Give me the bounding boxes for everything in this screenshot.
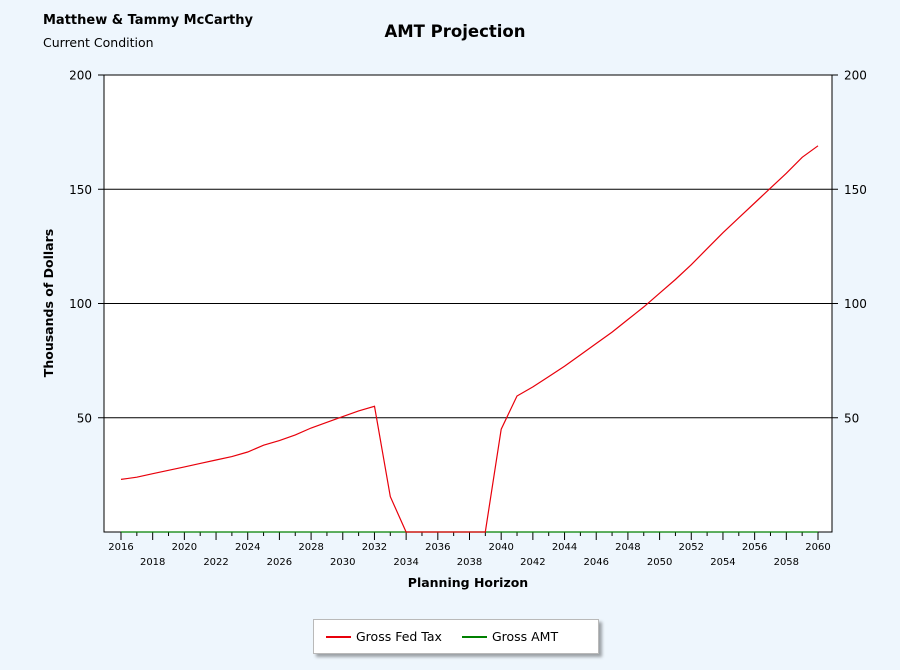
x-tick-label: 2058 xyxy=(774,557,799,568)
condition-label: Current Condition xyxy=(43,35,154,50)
x-tick-label: 2018 xyxy=(140,557,165,568)
legend-swatch-gross-fed-tax xyxy=(326,635,351,638)
x-tick-label: 2034 xyxy=(393,557,418,568)
x-tick-label: 2022 xyxy=(203,557,228,568)
y-tick-label: 150 xyxy=(69,183,92,197)
x-tick-label: 2020 xyxy=(172,542,197,553)
y-tick-label-right: 50 xyxy=(844,411,859,425)
y-tick-label-right: 150 xyxy=(844,183,867,197)
x-tick-label: 2028 xyxy=(298,542,323,553)
x-tick-label: 2024 xyxy=(235,542,260,553)
x-tick-label: 2036 xyxy=(425,542,450,553)
legend-item-gross-fed-tax: Gross Fed Tax xyxy=(326,629,442,644)
client-name: Matthew & Tammy McCarthy xyxy=(43,13,253,28)
x-tick-label: 2044 xyxy=(552,542,577,553)
legend-item-gross-amt: Gross AMT xyxy=(461,629,559,644)
x-tick-label: 2042 xyxy=(520,557,545,568)
legend-label-gross-amt: Gross AMT xyxy=(491,629,559,644)
legend-label-gross-fed-tax: Gross Fed Tax xyxy=(356,629,442,644)
x-tick-label: 2054 xyxy=(710,557,735,568)
x-tick-label: 2056 xyxy=(742,542,767,553)
x-tick-label: 2052 xyxy=(679,542,704,553)
y-tick-label-right: 100 xyxy=(844,297,867,311)
series-line-gross-fed-tax xyxy=(120,145,819,533)
legend-swatch-gross-amt xyxy=(461,635,487,638)
chart-title: AMT Projection xyxy=(384,22,526,41)
y-tick-label: 200 xyxy=(69,69,92,83)
x-tick-label: 2048 xyxy=(615,542,640,553)
x-tick-label: 2038 xyxy=(457,557,482,568)
x-tick-label: 2030 xyxy=(330,557,355,568)
x-tick-label: 2046 xyxy=(584,557,609,568)
x-tick-label: 2060 xyxy=(805,542,830,553)
x-axis-label: Planning Horizon xyxy=(408,575,528,590)
y-tick-label: 50 xyxy=(77,411,92,425)
x-tick-label: 2050 xyxy=(647,557,672,568)
x-tick-label: 2016 xyxy=(108,542,133,553)
y-tick-label-right: 200 xyxy=(844,69,867,83)
y-tick-label: 100 xyxy=(69,297,92,311)
x-tick-label: 2032 xyxy=(362,542,387,553)
y-axis-label: Thousands of Dollars xyxy=(41,229,56,377)
amt-projection-chart: 50 50 100 100 150 150 200 200 2016 2018 2020 2022 2… xyxy=(41,69,867,591)
x-tick-label: 2026 xyxy=(267,557,292,568)
x-tick-label: 2040 xyxy=(488,542,513,553)
chart-legend: Gross Fed Tax Gross AMT xyxy=(313,619,599,654)
